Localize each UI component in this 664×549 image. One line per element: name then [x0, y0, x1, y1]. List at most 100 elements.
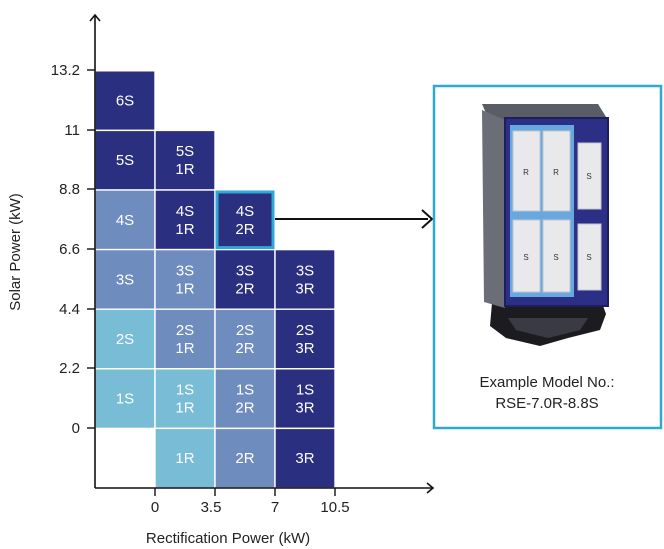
module-slot	[542, 130, 571, 212]
grid-cell-label: 2S	[176, 322, 194, 339]
grid-cell-fill	[154, 308, 216, 370]
grid-cell-label: 2S	[236, 322, 254, 339]
grid-cell-5s: 5S	[94, 129, 156, 191]
example-model-number: RSE-7.0R-8.8S	[495, 395, 598, 412]
grid-cell-label: 3R	[295, 400, 314, 417]
grid-cell-label: 4S	[116, 212, 134, 229]
arrowhead-icon	[421, 209, 434, 229]
grid-cell-3s: 3S	[94, 248, 156, 310]
x-tick-label: 10.5	[320, 499, 349, 516]
grid-cell-label: 5S	[176, 143, 194, 160]
grid-cell-label: 5S	[116, 152, 134, 169]
grid-cell-label: 2R	[235, 450, 254, 467]
y-tick-label: 13.2	[51, 62, 80, 79]
y-tick-label: 4.4	[59, 301, 80, 318]
y-axis-ticks: 0 2.2 4.4 6.6 8.8 11 13.2	[51, 62, 95, 437]
grid-cell-4s: 4S	[94, 189, 156, 251]
grid-cell-label: 1R	[175, 450, 194, 467]
axes	[89, 13, 435, 494]
grid-cell-label: 3S	[236, 262, 254, 279]
highlighted-cell-outline	[215, 190, 275, 250]
module-label: S	[553, 253, 558, 262]
grid-cell-fill	[214, 308, 276, 370]
grid-cell-label: 1S	[116, 391, 134, 408]
module-slot	[512, 219, 541, 293]
grid-cell-2r: 2R	[214, 427, 276, 489]
module-slot	[577, 223, 602, 291]
grid-cell-label: 1S	[176, 382, 194, 399]
x-tick-label: 3.5	[201, 499, 222, 516]
x-tick-label: 7	[271, 499, 279, 516]
grid-cell-label: 2R	[235, 400, 254, 417]
grid-cell-fill	[274, 308, 336, 370]
x-axis-ticks: 0 3.5 7 10.5	[151, 488, 350, 516]
module-label: R	[553, 168, 559, 177]
grid-cell-fill	[274, 248, 336, 310]
example-model-box: R R S S S S Example Model No.: RSE-7.0R-…	[432, 84, 663, 430]
grid-cell-label: 3R	[295, 340, 314, 357]
grid-cell-label: 3R	[295, 280, 314, 297]
y-tick-label: 0	[72, 420, 80, 437]
y-tick-label: 2.2	[59, 360, 80, 377]
grid-cell-fill	[154, 189, 216, 251]
grid-cell-3r: 3R	[274, 427, 336, 489]
cabinet-side-panel	[482, 110, 505, 308]
y-axis-title: Solar Power (kW)	[7, 193, 24, 311]
module-slot	[577, 142, 602, 210]
grid-cell-6s: 6S	[94, 70, 156, 132]
grid-cell-fill	[94, 70, 156, 132]
grid-cell-label: 1R	[175, 161, 194, 178]
configuration-grid: 6S5S4S3S2S1S5S1R4S1R3S1R2S1R1S1R1R4S2R3S…	[94, 70, 336, 489]
y-tick-label: 8.8	[59, 181, 80, 198]
grid-cell-fill	[274, 427, 336, 489]
grid-cell-label: 1S	[236, 382, 254, 399]
grid-cell-1r: 1R	[154, 427, 216, 489]
grid-cell-label: 6S	[116, 93, 134, 110]
grid-cell-label: 2R	[235, 280, 254, 297]
module-slot	[512, 130, 541, 212]
grid-cell-label: 2S	[296, 322, 314, 339]
cabinet-front-edge	[504, 117, 609, 307]
example-arrow	[275, 209, 434, 229]
grid-cell-label: 1R	[175, 340, 194, 357]
module-label: R	[523, 168, 529, 177]
x-tick-label: 0	[151, 499, 159, 516]
module-label: S	[523, 253, 528, 262]
grid-cell-fill	[214, 189, 276, 251]
grid-cell-fill	[94, 129, 156, 191]
module-label: S	[586, 253, 591, 262]
grid-cell-label: 3S	[116, 271, 134, 288]
grid-cell-label: 1R	[175, 400, 194, 417]
grid-cell-label: 2S	[116, 331, 134, 348]
cabinet-illustration: R R S S S S	[482, 104, 609, 346]
grid-cell-label: 2R	[235, 340, 254, 357]
grid-cell-label: 1S	[296, 382, 314, 399]
grid-cell-label: 4S	[236, 203, 254, 220]
x-axis-title: Rectification Power (kW)	[146, 530, 310, 547]
grid-cell-label: 4S	[176, 203, 194, 220]
grid-cell-fill	[214, 368, 276, 430]
module-slot	[542, 219, 571, 293]
y-tick-label: 6.6	[59, 241, 80, 258]
grid-cell-label: 3S	[176, 262, 194, 279]
grid-cell-fill	[154, 368, 216, 430]
grid-cell-label: 2R	[235, 221, 254, 238]
grid-cell-label: 1R	[175, 221, 194, 238]
grid-cell-label: 3S	[296, 262, 314, 279]
example-caption-title: Example Model No.:	[479, 374, 614, 391]
cabinet-base-slot	[508, 318, 588, 338]
grid-cell-fill	[274, 368, 336, 430]
grid-cell-1s: 1S	[94, 368, 156, 430]
